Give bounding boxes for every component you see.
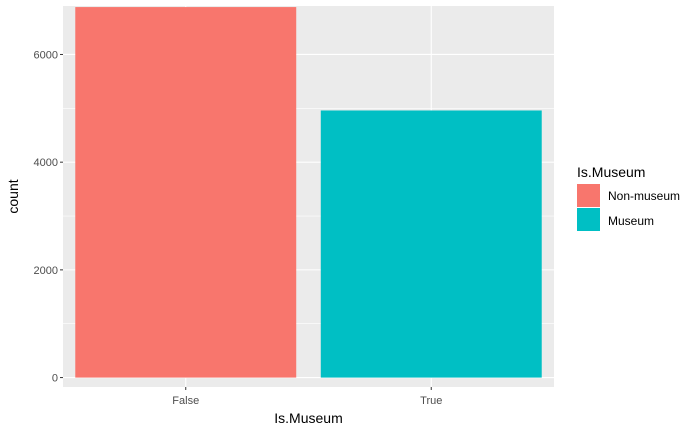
bar-true — [320, 110, 542, 378]
legend-key-museum — [577, 208, 600, 231]
bars — [75, 7, 542, 378]
y-tick-label: 6000 — [34, 49, 58, 61]
y-axis-ticks: 0 2000 4000 6000 — [34, 49, 63, 385]
x-tick-label: False — [172, 395, 199, 407]
x-axis-ticks: False True — [172, 387, 442, 407]
legend-key-non-museum — [577, 184, 600, 207]
legend: Is.Museum Non-museum Museum — [577, 164, 680, 231]
x-axis-title: Is.Museum — [274, 410, 342, 426]
x-tick-label: True — [420, 395, 442, 407]
y-axis-title: count — [5, 179, 21, 213]
legend-label-non-museum: Non-museum — [608, 189, 680, 203]
legend-title: Is.Museum — [577, 164, 645, 180]
legend-label-museum: Museum — [608, 214, 654, 228]
y-tick-label: 0 — [52, 373, 58, 385]
y-tick-label: 2000 — [34, 265, 58, 277]
bar-false — [75, 7, 297, 378]
y-tick-label: 4000 — [34, 157, 58, 169]
